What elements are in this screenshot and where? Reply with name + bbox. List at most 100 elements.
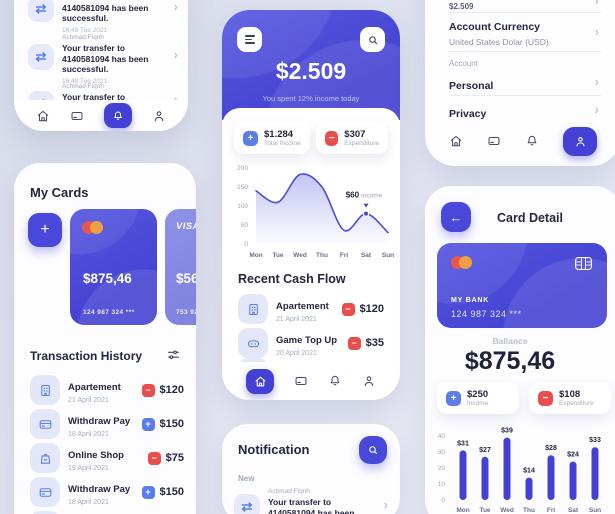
transaction-date: 18 April 2021 <box>68 498 109 506</box>
cashflow-date: 20 April 2021 <box>276 349 317 357</box>
nav-home-icon[interactable] <box>449 134 463 148</box>
divider <box>449 12 601 13</box>
card-detail-screen: ← Card Detail MY BANK 124 987 324 *** Ba… <box>425 186 615 514</box>
svg-text:Sat: Sat <box>361 252 372 259</box>
transaction-row[interactable]: Online Shop 19 April 2021 $75 <box>30 443 184 473</box>
bank-card[interactable]: MY BANK 124 987 324 *** <box>437 243 607 328</box>
stat-label: Total Income <box>264 140 301 148</box>
menu-icon[interactable] <box>237 27 262 52</box>
home-header: $2.509 You spent 12% income today <box>222 10 400 120</box>
minus-badge-icon <box>147 451 161 465</box>
settings-balance-value: $2.509 <box>449 2 474 11</box>
notification-title: Notification <box>238 442 310 457</box>
svg-text:200: 200 <box>237 165 248 172</box>
notification-sender: Achmad Fiqrih <box>62 83 104 90</box>
transaction-row[interactable]: Apartement 21 April 2021 $120 <box>30 375 184 405</box>
nav-profile-icon[interactable] <box>362 374 376 388</box>
shopping-bag-icon <box>30 443 60 473</box>
stat-label: Income <box>467 400 489 408</box>
stat-amount: $250 <box>467 388 489 400</box>
stat-amount: $1.284 <box>264 128 294 140</box>
filter-icon[interactable] <box>167 349 180 361</box>
plus-icon <box>446 390 461 406</box>
bottom-nav <box>425 124 615 158</box>
settings-row-privacy[interactable]: Privacy <box>449 104 599 122</box>
transaction-title: Apartement <box>68 381 121 393</box>
svg-text:Sun: Sun <box>589 507 601 514</box>
svg-text:Fri: Fri <box>340 252 349 259</box>
notification-sender: Achmad Fiqrih <box>62 34 104 41</box>
nav-notifications-active[interactable] <box>104 103 132 128</box>
chip-icon <box>574 256 593 271</box>
nav-profile-active[interactable] <box>563 126 597 156</box>
transaction-amount: $150 <box>159 418 184 430</box>
nav-card-icon[interactable] <box>487 134 501 148</box>
minus-badge-icon <box>347 336 361 350</box>
divider <box>449 95 601 96</box>
transfer-icon <box>28 44 54 70</box>
transaction-title: Online Shop <box>68 449 124 461</box>
transaction-row[interactable]: Withdraw Pay 18 April 2021 $150 <box>30 409 184 439</box>
svg-text:100: 100 <box>237 203 248 210</box>
notification-message: Your transfer to 4140581094 has been suc… <box>62 0 149 24</box>
cashflow-row[interactable]: Game Top Up 20 April 2021 $35 <box>238 328 384 358</box>
svg-text:0: 0 <box>244 241 248 248</box>
notification-sender: Achmad Fiqrih <box>268 488 310 495</box>
svg-text:20: 20 <box>438 465 446 472</box>
settings-row-currency[interactable]: Account Currency United States Dolar (US… <box>449 21 599 47</box>
chevron-right-icon <box>174 48 178 61</box>
card-mastercard[interactable]: $875,46 124 987 324 *** <box>70 209 157 325</box>
nav-card-icon[interactable] <box>70 109 84 123</box>
account-section-label: Account <box>449 59 478 68</box>
home-body: $1.284 Total Income $307 Expenditure 200… <box>222 108 400 400</box>
nav-notifications-icon[interactable] <box>328 374 342 388</box>
notification-time: 16:48 Tue 2021 <box>62 77 108 85</box>
mastercard-logo-icon <box>451 256 472 269</box>
svg-text:Thu: Thu <box>523 507 535 514</box>
add-card-button[interactable]: + <box>28 213 62 247</box>
notification-screen: Notification New Achmad Fiqrih Your tran… <box>222 424 400 514</box>
plus-icon <box>243 130 258 146</box>
nav-home-icon[interactable] <box>36 109 50 123</box>
stat-total-income: $1.284 Total Income <box>234 122 310 154</box>
transaction-row[interactable]: Withdraw Pay 18 April 2021 $150 <box>30 477 184 507</box>
settings-row-personal[interactable]: Personal <box>449 76 599 94</box>
svg-text:Wed: Wed <box>500 507 514 514</box>
card-balance-value: $875,46 <box>464 347 556 375</box>
nav-home-active[interactable] <box>246 368 274 394</box>
back-icon[interactable]: ← <box>441 202 471 232</box>
stat-amount: $108 <box>559 388 581 400</box>
plus-badge-icon <box>141 417 155 431</box>
notification-time: 16:48 Tue 2021 <box>62 26 108 34</box>
card-icon <box>30 477 60 507</box>
nav-notifications-icon[interactable] <box>525 134 539 148</box>
search-icon[interactable] <box>360 27 385 52</box>
svg-text:10: 10 <box>438 481 446 488</box>
balance-label: Ballance <box>492 336 528 346</box>
stat-label: Expenditure <box>559 400 594 408</box>
balance-subtitle: You spent 12% income today <box>262 94 360 103</box>
svg-text:Mon: Mon <box>249 252 262 259</box>
svg-text:$14: $14 <box>523 468 535 475</box>
cashflow-amount: $120 <box>359 303 384 315</box>
minus-icon <box>325 130 339 146</box>
transfer-icon <box>234 494 260 514</box>
svg-text:$24: $24 <box>567 452 579 459</box>
nav-card-icon[interactable] <box>294 374 308 388</box>
svg-text:$39: $39 <box>501 428 513 435</box>
transaction-amount: $75 <box>165 452 184 464</box>
svg-text:40: 40 <box>438 433 446 440</box>
cash-flow-title: Recent Cash Flow <box>238 272 346 286</box>
svg-text:$33: $33 <box>589 437 601 444</box>
svg-text:50: 50 <box>241 222 249 229</box>
bank-name: MY BANK <box>451 297 490 304</box>
svg-text:$31: $31 <box>457 440 469 447</box>
search-icon[interactable] <box>359 436 387 464</box>
settings-row-balance[interactable]: $2.509 <box>449 0 599 14</box>
nav-profile-icon[interactable] <box>152 109 166 123</box>
card-visa[interactable]: VISA $560,0 753 926 76 <box>165 209 196 325</box>
chevron-right-icon <box>384 498 388 511</box>
cashflow-row[interactable]: Apartement 21 April 2021 $120 <box>238 294 384 324</box>
